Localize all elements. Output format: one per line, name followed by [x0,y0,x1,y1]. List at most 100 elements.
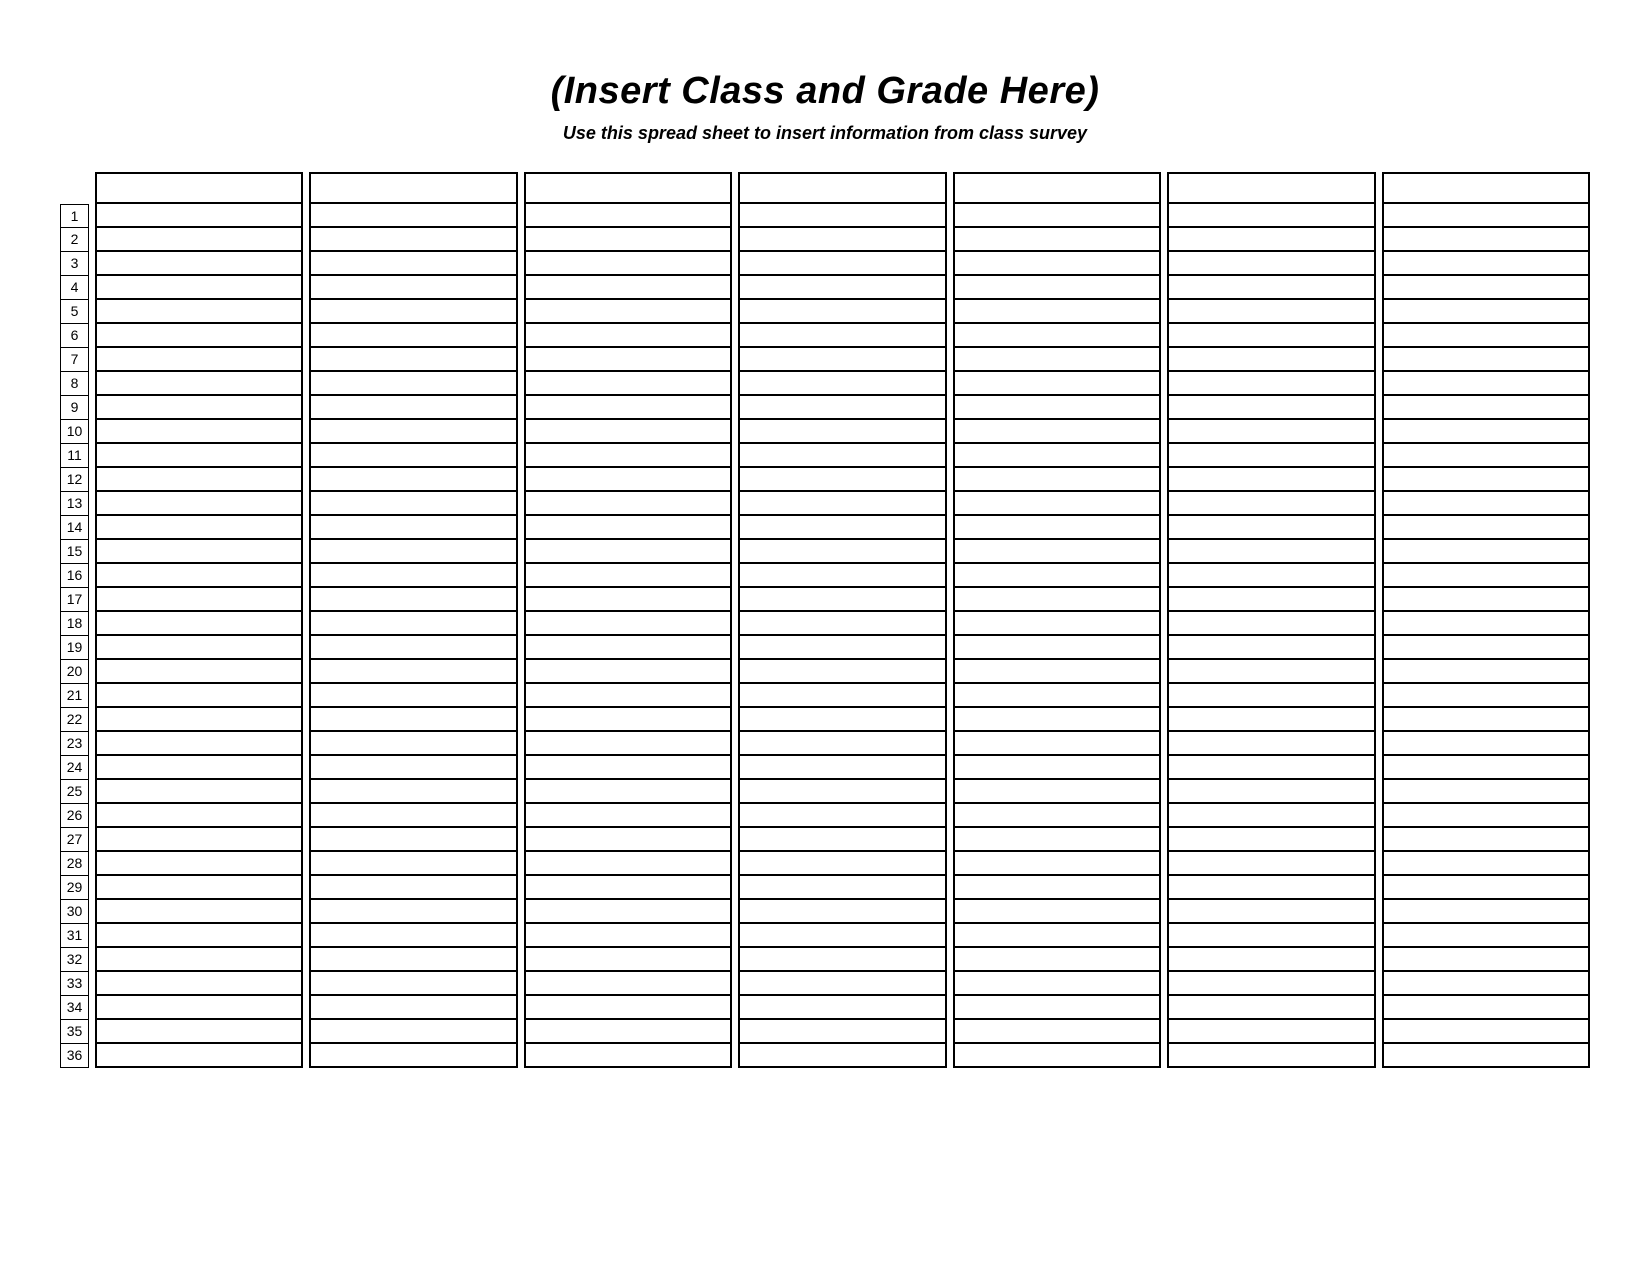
data-cell[interactable] [1167,612,1375,636]
data-cell[interactable] [1382,348,1590,372]
data-cell[interactable] [738,564,946,588]
data-cell[interactable] [738,636,946,660]
data-cell[interactable] [1382,756,1590,780]
data-cell[interactable] [524,1044,732,1068]
data-cell[interactable] [953,396,1161,420]
data-cell[interactable] [738,372,946,396]
data-cell[interactable] [95,756,303,780]
data-cell[interactable] [95,660,303,684]
data-cell[interactable] [309,540,517,564]
data-cell[interactable] [309,444,517,468]
data-cell[interactable] [738,540,946,564]
data-cell[interactable] [738,732,946,756]
data-cell[interactable] [738,756,946,780]
data-cell[interactable] [95,300,303,324]
data-cell[interactable] [1167,468,1375,492]
data-cell[interactable] [1382,228,1590,252]
column-header[interactable] [95,172,303,204]
data-cell[interactable] [953,612,1161,636]
data-cell[interactable] [524,324,732,348]
data-cell[interactable] [309,300,517,324]
data-cell[interactable] [953,996,1161,1020]
data-cell[interactable] [309,876,517,900]
data-cell[interactable] [953,948,1161,972]
data-cell[interactable] [524,804,732,828]
data-cell[interactable] [1167,996,1375,1020]
data-cell[interactable] [309,396,517,420]
data-cell[interactable] [1382,948,1590,972]
column-header[interactable] [738,172,946,204]
data-cell[interactable] [1382,252,1590,276]
data-cell[interactable] [1382,660,1590,684]
data-cell[interactable] [738,468,946,492]
data-cell[interactable] [953,324,1161,348]
data-cell[interactable] [1167,948,1375,972]
data-cell[interactable] [95,612,303,636]
data-cell[interactable] [953,732,1161,756]
data-cell[interactable] [1167,1044,1375,1068]
data-cell[interactable] [1167,1020,1375,1044]
data-cell[interactable] [95,348,303,372]
data-cell[interactable] [524,420,732,444]
data-cell[interactable] [95,276,303,300]
data-cell[interactable] [95,780,303,804]
data-cell[interactable] [95,996,303,1020]
data-cell[interactable] [95,708,303,732]
data-cell[interactable] [309,252,517,276]
data-cell[interactable] [738,588,946,612]
data-cell[interactable] [1382,876,1590,900]
data-cell[interactable] [1382,780,1590,804]
data-cell[interactable] [953,204,1161,228]
data-cell[interactable] [95,252,303,276]
data-cell[interactable] [524,396,732,420]
data-cell[interactable] [738,420,946,444]
data-cell[interactable] [738,348,946,372]
data-cell[interactable] [524,612,732,636]
data-cell[interactable] [524,756,732,780]
data-cell[interactable] [1382,852,1590,876]
data-cell[interactable] [953,492,1161,516]
data-cell[interactable] [1167,372,1375,396]
data-cell[interactable] [953,348,1161,372]
data-cell[interactable] [1167,540,1375,564]
data-cell[interactable] [524,276,732,300]
data-cell[interactable] [738,660,946,684]
data-cell[interactable] [1167,924,1375,948]
data-cell[interactable] [309,684,517,708]
data-cell[interactable] [524,996,732,1020]
data-cell[interactable] [1167,708,1375,732]
data-cell[interactable] [1382,1044,1590,1068]
data-cell[interactable] [524,708,732,732]
data-cell[interactable] [1382,684,1590,708]
data-cell[interactable] [309,276,517,300]
data-cell[interactable] [309,732,517,756]
data-cell[interactable] [953,300,1161,324]
data-cell[interactable] [95,1020,303,1044]
data-cell[interactable] [95,468,303,492]
data-cell[interactable] [738,1020,946,1044]
data-cell[interactable] [309,996,517,1020]
data-cell[interactable] [524,684,732,708]
data-cell[interactable] [309,468,517,492]
data-cell[interactable] [738,324,946,348]
data-cell[interactable] [95,516,303,540]
data-cell[interactable] [1382,300,1590,324]
data-cell[interactable] [738,780,946,804]
data-cell[interactable] [953,276,1161,300]
data-cell[interactable] [1167,972,1375,996]
data-cell[interactable] [309,924,517,948]
data-cell[interactable] [524,348,732,372]
data-cell[interactable] [95,540,303,564]
data-cell[interactable] [953,660,1161,684]
data-cell[interactable] [1167,780,1375,804]
data-cell[interactable] [309,372,517,396]
data-cell[interactable] [1382,540,1590,564]
data-cell[interactable] [1382,636,1590,660]
data-cell[interactable] [95,564,303,588]
data-cell[interactable] [309,612,517,636]
data-cell[interactable] [953,876,1161,900]
data-cell[interactable] [1382,324,1590,348]
data-cell[interactable] [524,732,732,756]
column-header[interactable] [1167,172,1375,204]
data-cell[interactable] [309,492,517,516]
